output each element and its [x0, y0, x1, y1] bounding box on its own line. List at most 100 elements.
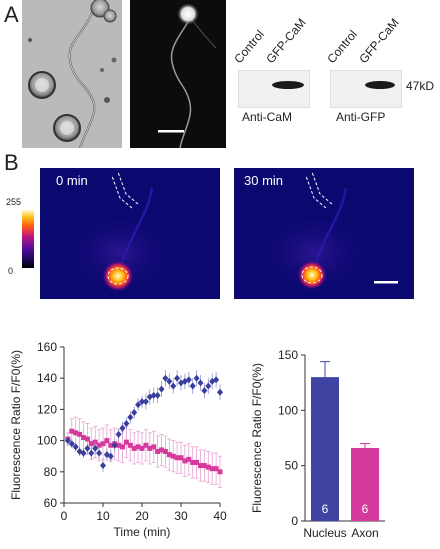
colorbar-max-label: 255 — [6, 197, 22, 207]
bar-category-label: Axon — [351, 526, 378, 540]
x-tick-label: 30 — [174, 509, 188, 523]
nucleus-point — [170, 382, 177, 390]
panel-b-letter: B — [4, 150, 19, 175]
axon-point — [100, 441, 106, 447]
y-tick-label: 100 — [37, 434, 57, 448]
western-blot-anti-cam — [238, 70, 310, 108]
nucleus-point — [127, 413, 134, 421]
axon-point — [155, 449, 161, 455]
nucleus-point — [80, 449, 87, 457]
blot1-lane-label-control: Control — [231, 27, 267, 66]
axon-point — [96, 442, 102, 448]
panel-a-letter: A — [4, 2, 19, 27]
nucleus-point — [64, 437, 71, 445]
nucleus-point — [115, 430, 122, 438]
nucleus-point — [100, 462, 106, 470]
blot1-antibody-label: Anti-CaM — [242, 110, 293, 124]
nucleus-point — [72, 443, 79, 451]
bar-axon — [351, 447, 379, 521]
y-tick-label: 160 — [37, 340, 57, 354]
timecourse-chart: Fluorescence Ratio F/F0(%) Time (min) 60… — [9, 340, 227, 539]
nucleus-point — [189, 382, 196, 390]
nucleus-point — [213, 376, 220, 384]
x-tick-label: 0 — [61, 509, 68, 523]
y-tick-label: 60 — [44, 496, 58, 510]
axon-point — [159, 447, 164, 453]
nucleus-point — [88, 449, 95, 457]
axon-point — [201, 463, 207, 469]
axon-point — [217, 469, 223, 475]
x-tick-label: 20 — [135, 509, 149, 523]
axon-point — [162, 449, 168, 455]
scale-bar — [158, 130, 184, 133]
axon-point — [205, 464, 211, 470]
y-tick-label: 120 — [37, 402, 57, 416]
brightfield-micrograph — [22, 0, 122, 148]
nucleus-point — [96, 449, 103, 457]
bar-nucleus — [311, 377, 339, 521]
nucleus-point — [217, 388, 223, 396]
x-tick-label: 10 — [96, 509, 110, 523]
y-tick-label: 80 — [44, 465, 58, 479]
axon-point — [84, 436, 90, 442]
nucleus-point — [135, 401, 142, 409]
colorbar — [22, 210, 34, 268]
nucleus-point — [174, 374, 181, 382]
bar-n-label: 6 — [322, 502, 329, 516]
nucleus-point — [119, 424, 126, 432]
nucleus-point — [123, 419, 130, 427]
nucleus-point — [131, 409, 138, 417]
axon-point — [198, 463, 203, 469]
colorbar-min-label: 0 — [8, 266, 14, 276]
nucleus-point — [139, 398, 145, 406]
nucleus-point — [92, 444, 99, 452]
bar-y-tick-label: 100 — [278, 403, 298, 417]
axon-point — [190, 459, 196, 465]
axon-point — [108, 442, 114, 448]
timecourse-x-axis-label: Time (min) — [114, 525, 171, 539]
summary-bar-chart: Fluorescence Ratio F/F0(%) 0 50 100 150 6 Nu… — [250, 348, 385, 540]
axon-point — [143, 442, 149, 448]
nucleus-point — [158, 385, 165, 393]
nucleus-point — [197, 379, 204, 387]
axon-point — [209, 466, 215, 472]
fluorescence-micrograph — [130, 0, 226, 148]
blot1-lane-label-gfp-cam: GFP-CaM — [263, 15, 309, 66]
axon-point — [166, 452, 172, 458]
pseudocolor-image-0min — [40, 168, 220, 299]
nucleus-point — [154, 391, 161, 399]
nucleus-point — [162, 374, 169, 382]
axon-point — [213, 466, 219, 472]
axon-point — [81, 434, 86, 440]
blot2-antibody-label: Anti-GFP — [336, 110, 386, 124]
nucleus-point — [201, 387, 208, 395]
blot2-lane-label-gfp-cam: GFP-CaM — [356, 15, 402, 66]
axon-point — [131, 445, 137, 451]
scale-bar — [374, 281, 398, 284]
axon-point — [135, 444, 141, 450]
bar-y-axis-label: Fluorescence Ratio F/F0(%) — [250, 363, 264, 513]
axon-point — [186, 456, 192, 462]
axon-point — [170, 453, 176, 459]
x-tick-label: 40 — [213, 509, 227, 523]
bar-y-tick-label: 50 — [285, 459, 299, 473]
axon-point — [147, 445, 153, 451]
axon-point — [73, 430, 79, 436]
axon-point — [174, 455, 180, 461]
time-label-30min: 30 min — [244, 173, 284, 188]
nucleus-point — [150, 391, 157, 399]
axon-point — [77, 431, 83, 437]
axon-point — [116, 442, 122, 448]
timecourse-y-axis-label: Fluorescence Ratio F/F0(%) — [9, 350, 23, 500]
y-tick-label: 140 — [37, 371, 57, 385]
nucleus-point — [166, 377, 173, 385]
nucleus-point — [142, 398, 149, 406]
nucleus-point — [103, 451, 110, 459]
axon-point — [120, 444, 125, 450]
axon-point — [178, 455, 184, 461]
nucleus-point — [107, 452, 114, 460]
molecular-weight-label: 47kD — [406, 79, 435, 93]
nucleus-point — [111, 441, 118, 449]
bar-y-tick-label: 150 — [278, 348, 298, 362]
nucleus-point — [193, 374, 200, 382]
